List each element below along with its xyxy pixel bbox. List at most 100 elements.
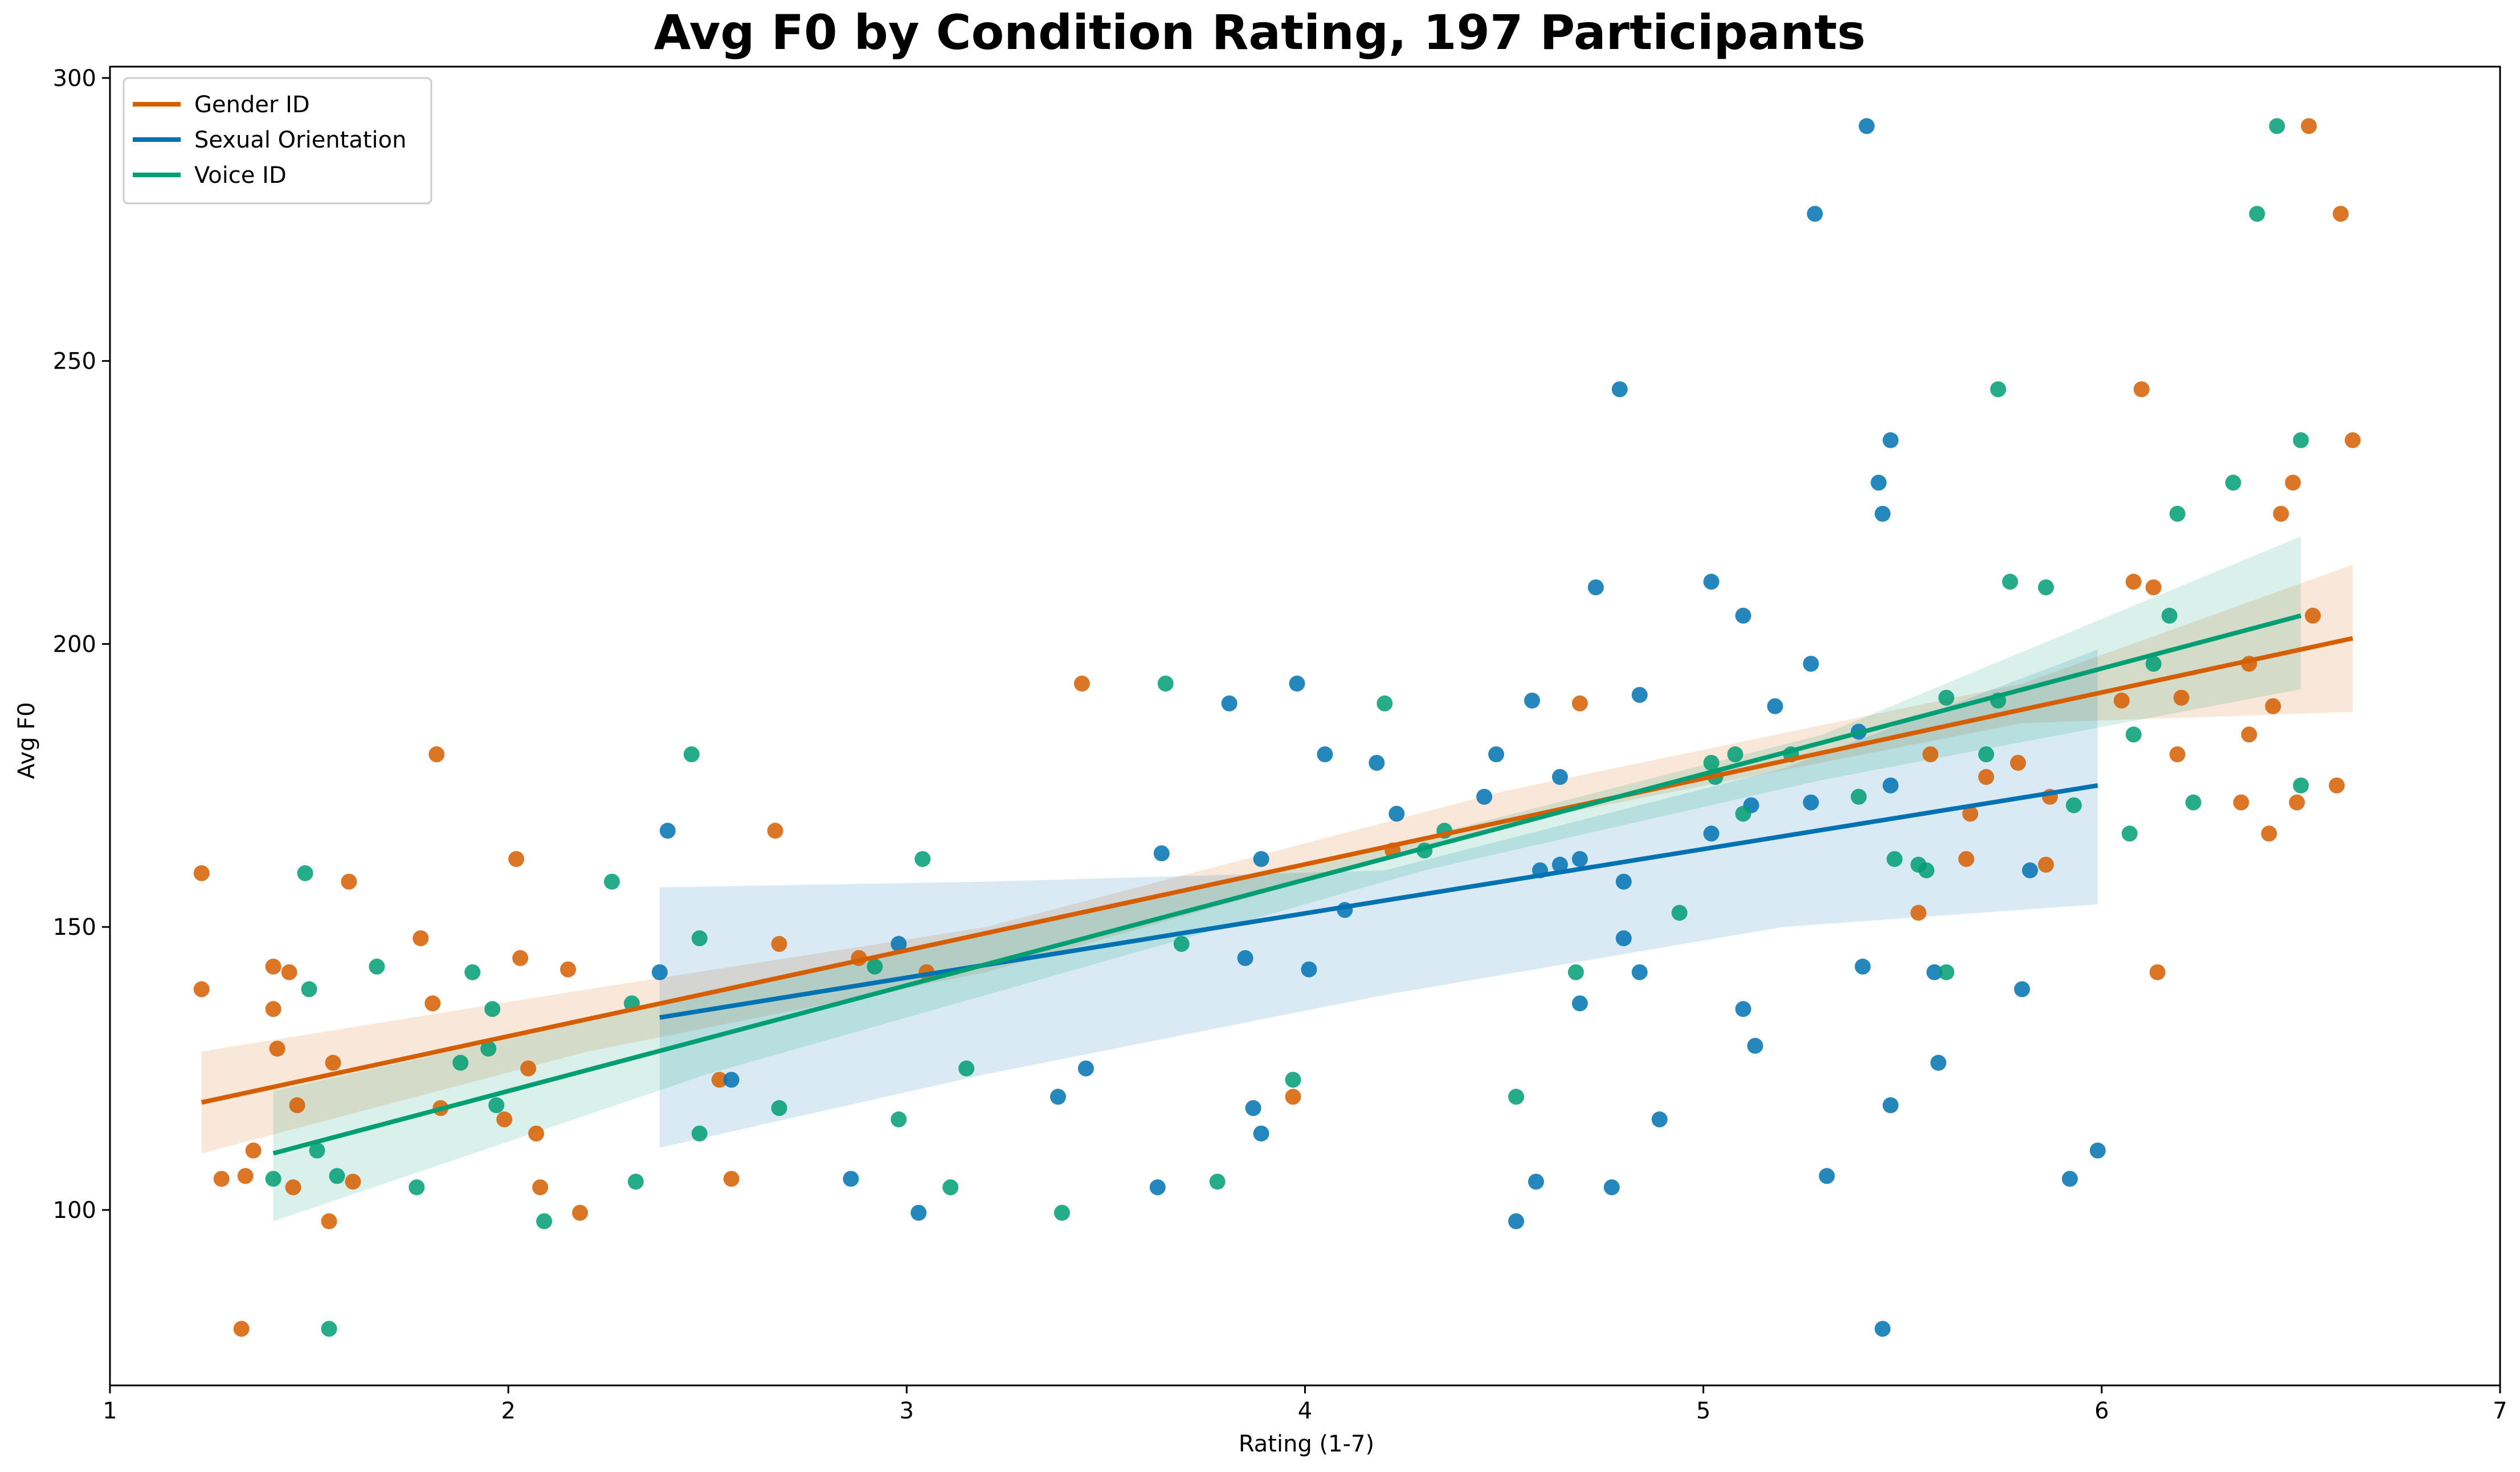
scatter-point-voice-id <box>683 746 700 763</box>
scatter-point-voice-id <box>2121 825 2138 842</box>
scatter-point-sexual-orientation <box>1603 1179 1620 1196</box>
scatter-point-voice-id <box>958 1060 975 1077</box>
scatter-point-voice-id <box>1157 675 1174 692</box>
scatter-point-sexual-orientation <box>1703 574 1720 590</box>
scatter-point-sexual-orientation <box>1819 1168 1835 1184</box>
scatter-point-gender-id <box>269 1040 285 1057</box>
scatter-point-gender-id <box>341 873 357 890</box>
scatter-point-sexual-orientation <box>723 1072 740 1088</box>
scatter-point-sexual-orientation <box>1551 768 1568 785</box>
scatter-point-voice-id <box>2293 777 2309 794</box>
scatter-point-sexual-orientation <box>651 964 668 980</box>
scatter-point-voice-id <box>536 1213 553 1229</box>
scatter-point-sexual-orientation <box>1388 805 1405 822</box>
x-tick-label: 2 <box>501 1398 515 1424</box>
scatter-point-voice-id <box>480 1040 497 1057</box>
scatter-point-voice-id <box>1703 755 1720 771</box>
scatter-point-voice-id <box>771 1100 787 1117</box>
scatter-point-gender-id <box>2273 505 2289 522</box>
scatter-point-gender-id <box>2301 118 2317 134</box>
scatter-point-voice-id <box>309 1142 325 1159</box>
scatter-point-gender-id <box>1962 805 1979 822</box>
scatter-point-sexual-orientation <box>1615 930 1632 947</box>
scatter-point-gender-id <box>213 1171 230 1187</box>
scatter-point-gender-id <box>1922 746 1939 763</box>
scatter-point-voice-id <box>2145 656 2162 672</box>
scatter-point-gender-id <box>2261 825 2277 842</box>
scatter-point-gender-id <box>424 995 441 1012</box>
scatter-point-sexual-orientation <box>1488 746 1505 763</box>
scatter-point-gender-id <box>1571 695 1588 712</box>
scatter-point-voice-id <box>488 1097 505 1114</box>
scatter-point-voice-id <box>2037 579 2054 596</box>
scatter-point-sexual-orientation <box>1615 873 1632 890</box>
scatter-point-gender-id <box>520 1060 537 1077</box>
scatter-point-gender-id <box>2145 579 2162 596</box>
scatter-point-gender-id <box>2113 692 2130 709</box>
scatter-point-sexual-orientation <box>1528 1173 1545 1190</box>
scatter-point-gender-id <box>345 1173 361 1190</box>
scatter-point-sexual-orientation <box>1631 686 1648 703</box>
x-tick-label: 7 <box>2493 1398 2507 1424</box>
scatter-point-gender-id <box>2173 689 2190 706</box>
x-axis-label: Rating (1-7) <box>1239 1431 1374 1457</box>
y-tick-label: 100 <box>53 1197 96 1224</box>
scatter-point-gender-id <box>711 1072 728 1088</box>
scatter-point-voice-id <box>1377 695 1393 712</box>
legend-label-sexual-orientation: Sexual Orientation <box>194 127 406 153</box>
scatter-point-sexual-orientation <box>2014 981 2030 997</box>
scatter-point-gender-id <box>2125 574 2142 590</box>
scatter-point-sexual-orientation <box>2061 1171 2078 1187</box>
scatter-point-sexual-orientation <box>1571 851 1588 867</box>
scatter-point-gender-id <box>325 1054 341 1071</box>
scatter-point-sexual-orientation <box>1882 777 1899 794</box>
scatter-point-gender-id <box>237 1168 254 1184</box>
scatter-point-gender-id <box>2289 794 2305 811</box>
scatter-point-sexual-orientation <box>1253 851 1269 867</box>
scatter-point-gender-id <box>265 958 281 975</box>
scatter-point-voice-id <box>369 958 385 975</box>
scatter-point-gender-id <box>2169 746 2186 763</box>
scatter-point-gender-id <box>2329 777 2345 794</box>
scatter-point-gender-id <box>2265 698 2281 714</box>
scatter-point-gender-id <box>2305 607 2321 624</box>
scatter-point-gender-id <box>1285 1089 1301 1105</box>
scatter-point-voice-id <box>1054 1204 1071 1221</box>
axis-ticks: 1 2 3 4 5 6 7 100 150 200 250 300 <box>53 66 2507 1424</box>
scatter-point-gender-id <box>2149 964 2166 980</box>
scatter-point-voice-id <box>2169 505 2186 522</box>
scatter-point-voice-id <box>691 930 708 947</box>
scatter-point-sexual-orientation <box>659 823 676 839</box>
scatter-point-sexual-orientation <box>1611 381 1628 398</box>
confidence-band-sexual-orientation <box>659 649 2098 1148</box>
scatter-point-gender-id <box>193 981 210 997</box>
scatter-point-voice-id <box>297 865 313 881</box>
x-tick-label: 5 <box>1696 1398 1710 1424</box>
scatter-point-gender-id <box>289 1097 305 1114</box>
scatter-point-gender-id <box>1958 851 1975 867</box>
x-tick-label: 4 <box>1298 1398 1312 1424</box>
scatter-point-voice-id <box>1990 381 2007 398</box>
scatter-point-voice-id <box>1173 936 1190 952</box>
scatter-point-voice-id <box>2293 432 2309 448</box>
scatter-point-sexual-orientation <box>1289 675 1305 692</box>
scatter-point-sexual-orientation <box>1930 1054 1947 1071</box>
scatter-point-gender-id <box>2133 381 2150 398</box>
scatter-point-voice-id <box>2161 607 2178 624</box>
scatter-point-gender-id <box>496 1111 513 1128</box>
scatter-point-voice-id <box>329 1168 345 1184</box>
y-axis-label: Avg F0 <box>14 702 40 779</box>
regression-line-gender-id <box>201 636 2354 1105</box>
scatter-point-voice-id <box>1918 862 1935 878</box>
scatter-point-gender-id <box>767 823 783 839</box>
scatter-point-gender-id <box>2010 755 2027 771</box>
scatter-point-sexual-orientation <box>1571 995 1588 1012</box>
scatter-point-voice-id <box>2185 794 2202 811</box>
scatter-point-gender-id <box>321 1213 337 1229</box>
scatter-point-voice-id <box>1508 1089 1525 1105</box>
scatter-point-sexual-orientation <box>1587 579 1604 596</box>
scatter-point-voice-id <box>265 1171 281 1187</box>
scatter-point-gender-id <box>1073 675 1090 692</box>
scatter-point-sexual-orientation <box>910 1204 927 1221</box>
